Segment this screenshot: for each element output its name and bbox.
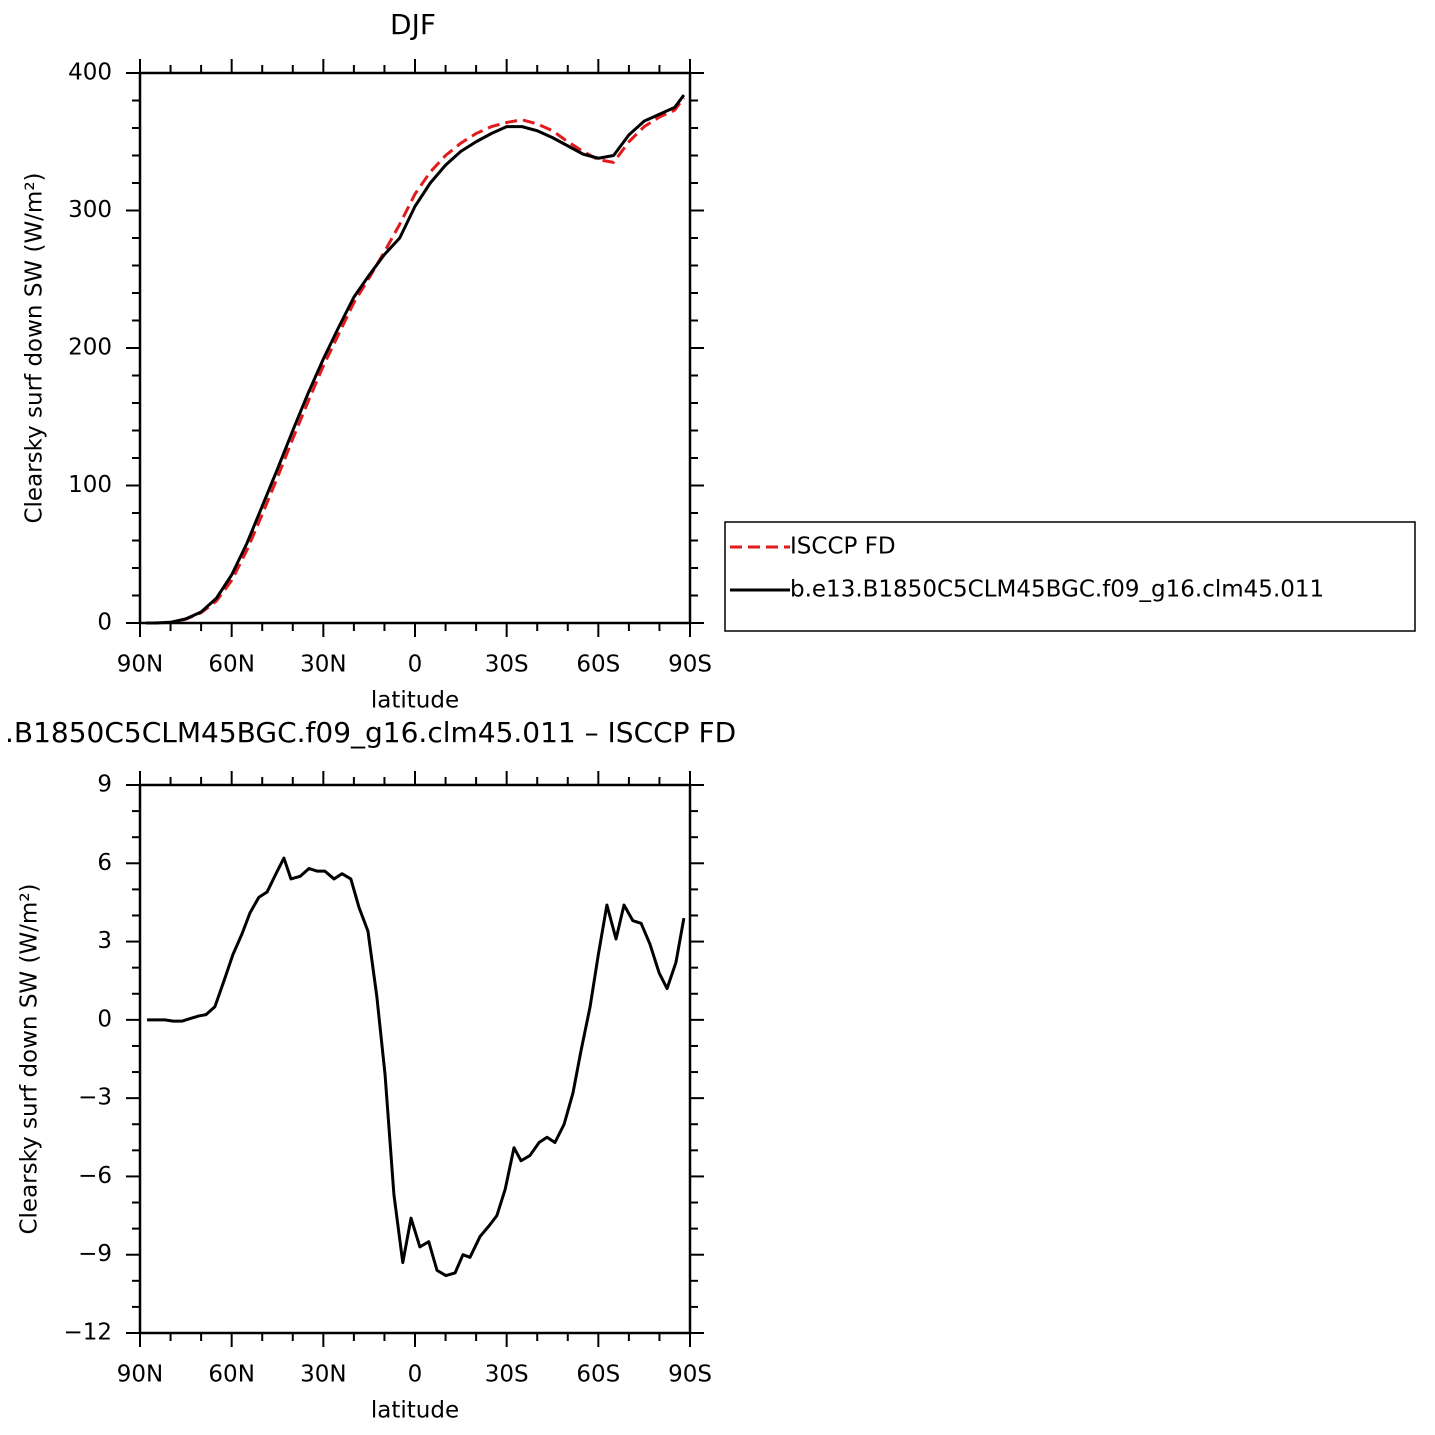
- y-tick-label: −6: [78, 1163, 112, 1189]
- y-tick-label: 0: [97, 610, 112, 636]
- x-tick-label: 60S: [576, 652, 620, 678]
- y-tick-label: −12: [63, 1320, 112, 1346]
- y-tick-label: 300: [68, 197, 112, 223]
- y-tick-label: 100: [68, 472, 112, 498]
- y-tick-label: 200: [68, 335, 112, 361]
- x-axis-label: latitude: [371, 1398, 459, 1424]
- legend-label: b.e13.B1850C5CLM45BGC.f09_g16.clm45.011: [790, 577, 1324, 603]
- y-tick-label: −3: [78, 1085, 112, 1111]
- y-tick-label: 0: [97, 1006, 112, 1032]
- x-tick-label: 90S: [668, 1362, 712, 1388]
- legend-box: [724, 521, 1416, 632]
- x-tick-label: 60N: [208, 652, 254, 678]
- y-tick-label: −9: [78, 1241, 112, 1267]
- x-tick-label: 30N: [300, 1362, 346, 1388]
- plot-frame: [138, 783, 692, 1335]
- x-tick-label: 0: [408, 1362, 423, 1388]
- y-tick-label: 3: [97, 928, 112, 954]
- data-line: [146, 94, 686, 625]
- chart-title: .B1850C5CLM45BGC.f09_g16.clm45.011 – ISC…: [5, 716, 736, 749]
- x-tick-label: 0: [408, 652, 423, 678]
- data-line: [146, 96, 686, 625]
- x-tick-label: 30S: [485, 652, 529, 678]
- legend-label: ISCCP FD: [790, 534, 896, 560]
- chart-title: DJF: [390, 8, 436, 41]
- y-axis-label: Clearsky surf down SW (W/m²): [17, 883, 43, 1234]
- data-line: [147, 856, 686, 1278]
- x-tick-label: 60N: [208, 1362, 254, 1388]
- x-tick-label: 30S: [485, 1362, 529, 1388]
- y-tick-label: 9: [97, 772, 112, 798]
- y-tick-label: 6: [97, 850, 112, 876]
- y-axis-label: Clearsky surf down SW (W/m²): [22, 172, 48, 523]
- x-tick-label: 90N: [117, 652, 163, 678]
- plot-frame: [138, 71, 692, 625]
- x-axis-label: latitude: [371, 688, 459, 714]
- x-tick-label: 30N: [300, 652, 346, 678]
- x-tick-label: 90S: [668, 652, 712, 678]
- y-tick-label: 400: [68, 60, 112, 86]
- x-tick-label: 60S: [576, 1362, 620, 1388]
- x-tick-label: 90N: [117, 1362, 163, 1388]
